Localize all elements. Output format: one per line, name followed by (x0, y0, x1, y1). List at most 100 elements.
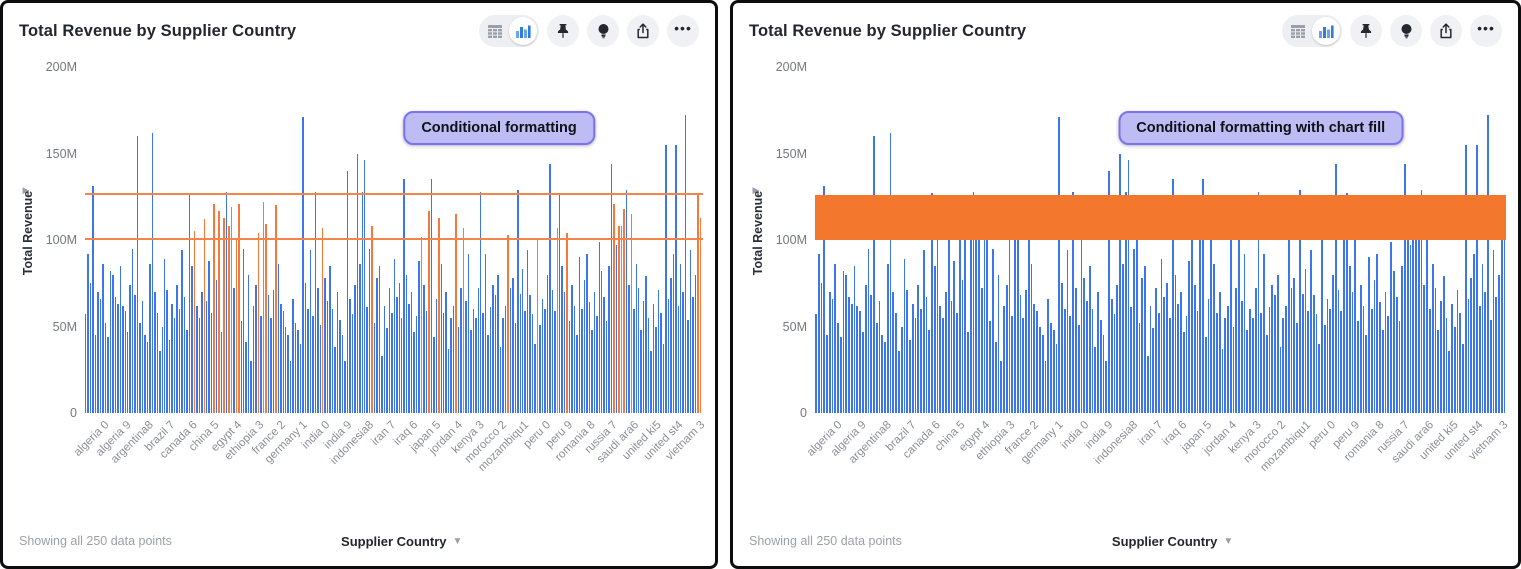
share-icon[interactable] (627, 15, 659, 47)
bar[interactable] (1196, 310, 1199, 413)
bar[interactable] (964, 210, 967, 413)
bar[interactable] (1243, 253, 1246, 413)
bar[interactable] (1077, 324, 1080, 413)
bar[interactable] (393, 259, 396, 413)
bar[interactable] (942, 317, 944, 413)
bar[interactable] (1329, 309, 1332, 413)
bar[interactable] (573, 305, 576, 413)
bar[interactable] (603, 297, 605, 413)
bar[interactable] (1105, 361, 1108, 413)
bar[interactable] (514, 323, 517, 413)
bar[interactable] (1298, 189, 1301, 413)
bar[interactable] (386, 328, 388, 413)
bar[interactable] (1473, 253, 1475, 413)
bar[interactable] (247, 274, 250, 413)
bar[interactable] (556, 227, 558, 413)
bar[interactable] (1171, 179, 1174, 413)
bar[interactable] (1393, 271, 1395, 413)
bar[interactable] (544, 309, 546, 413)
bar[interactable] (415, 316, 418, 413)
bar[interactable] (1146, 355, 1149, 413)
bar[interactable] (455, 214, 457, 413)
bar[interactable] (892, 291, 895, 413)
bar[interactable] (502, 317, 504, 413)
bar[interactable] (282, 310, 284, 413)
bar[interactable] (647, 317, 650, 413)
bar[interactable] (906, 290, 909, 413)
bar[interactable] (823, 186, 826, 413)
more-icon[interactable]: ••• (1470, 15, 1502, 47)
bar[interactable] (989, 321, 991, 413)
bar[interactable] (610, 163, 613, 413)
bar[interactable] (884, 342, 886, 413)
bar[interactable] (1484, 291, 1487, 413)
bar[interactable] (144, 335, 146, 413)
bar[interactable] (920, 309, 922, 413)
bar[interactable] (94, 335, 97, 413)
bar[interactable] (531, 314, 534, 413)
bar[interactable] (1016, 224, 1019, 413)
bar[interactable] (1185, 316, 1188, 413)
bar[interactable] (168, 340, 171, 413)
bar[interactable] (331, 309, 334, 413)
bar[interactable] (997, 274, 1000, 413)
bar[interactable] (292, 298, 294, 413)
bar[interactable] (566, 233, 568, 413)
bar[interactable] (396, 297, 398, 413)
bar[interactable] (1025, 290, 1027, 413)
bar[interactable] (1116, 284, 1119, 413)
bar[interactable] (1274, 295, 1276, 413)
bar[interactable] (1050, 323, 1052, 413)
bar[interactable] (284, 326, 287, 413)
pin-icon[interactable] (547, 15, 579, 47)
bar[interactable] (1039, 326, 1041, 413)
bar[interactable] (1003, 305, 1005, 413)
bar[interactable] (983, 240, 986, 413)
bar[interactable] (834, 264, 837, 413)
bar[interactable] (1453, 326, 1456, 413)
bar[interactable] (684, 115, 687, 413)
bar[interactable] (521, 269, 524, 413)
bar[interactable] (1387, 316, 1390, 413)
bar[interactable] (886, 264, 889, 413)
bar[interactable] (1448, 350, 1451, 413)
bar[interactable] (897, 350, 900, 413)
bar[interactable] (694, 274, 697, 413)
bar[interactable] (986, 203, 989, 413)
bar[interactable] (1072, 191, 1074, 413)
bar[interactable] (351, 314, 354, 413)
bar[interactable] (692, 297, 694, 413)
bar[interactable] (349, 298, 351, 413)
bar[interactable] (482, 312, 484, 413)
bar[interactable] (280, 304, 282, 413)
bar[interactable] (462, 227, 465, 413)
bar[interactable] (322, 227, 324, 413)
bar[interactable] (220, 331, 223, 413)
bar[interactable] (317, 288, 319, 413)
bar[interactable] (215, 279, 218, 413)
bar[interactable] (354, 284, 356, 413)
bar[interactable] (440, 264, 442, 413)
bar[interactable] (1395, 297, 1398, 413)
bar[interactable] (1370, 309, 1373, 413)
bar[interactable] (1204, 336, 1207, 413)
x-axis-dropdown[interactable]: Supplier Country ▼ (1112, 534, 1233, 549)
bar[interactable] (188, 193, 191, 413)
bar[interactable] (820, 283, 823, 413)
view-toggle[interactable] (1282, 15, 1342, 47)
bar[interactable] (571, 284, 573, 413)
chart-view-icon[interactable] (1312, 17, 1340, 45)
chart-view-icon[interactable] (509, 17, 537, 45)
bar[interactable] (1271, 284, 1274, 413)
bar[interactable] (900, 326, 903, 413)
bar[interactable] (1445, 317, 1448, 413)
bar[interactable] (484, 253, 487, 413)
bar[interactable] (642, 300, 645, 413)
bar[interactable] (554, 310, 556, 413)
bar[interactable] (1069, 316, 1072, 413)
bar[interactable] (679, 264, 682, 413)
bar[interactable] (881, 335, 884, 413)
bar[interactable] (1174, 274, 1177, 413)
bar[interactable] (576, 335, 578, 413)
bar[interactable] (173, 317, 176, 413)
